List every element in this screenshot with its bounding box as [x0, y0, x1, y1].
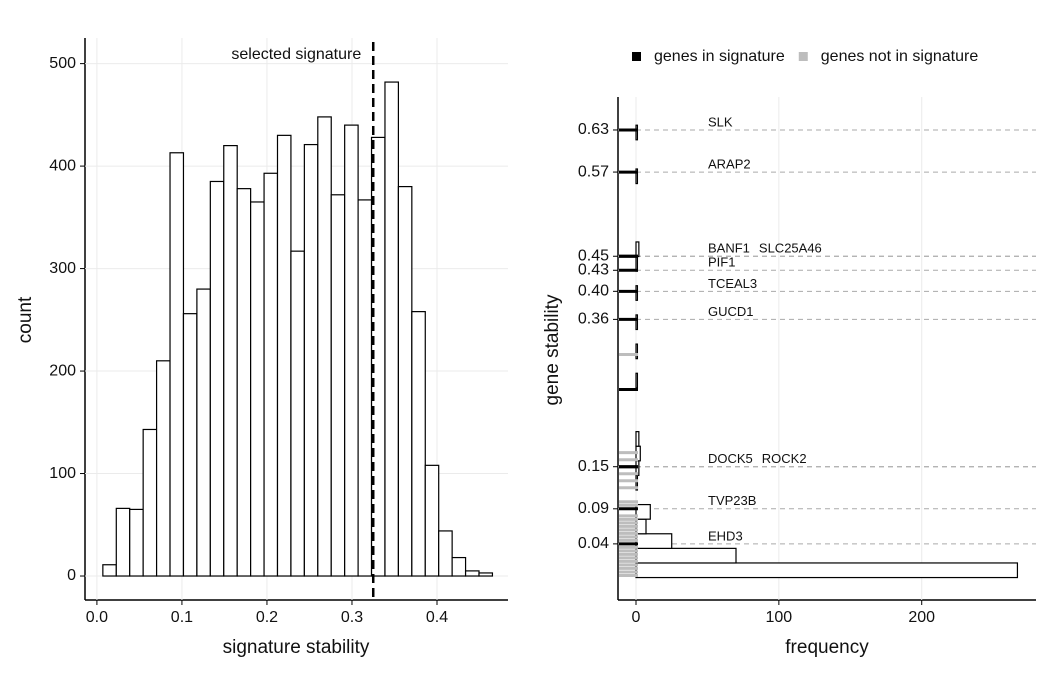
gene-label: PIF1 — [708, 255, 735, 270]
bar — [142, 428, 158, 577]
bar — [635, 343, 639, 360]
bar — [635, 124, 639, 141]
bar — [451, 556, 467, 577]
bar — [357, 199, 373, 577]
bar — [303, 143, 319, 577]
y-tick-label: 500 — [49, 55, 76, 72]
bar — [635, 547, 737, 564]
bar — [290, 250, 305, 577]
gene-label: TVP23B — [708, 493, 756, 508]
legend-label: genes not in signature — [821, 48, 979, 65]
gene-label: ARAP2 — [708, 157, 751, 172]
x-tick-label: 0.3 — [341, 609, 363, 626]
y-tick-label: 0.36 — [578, 311, 609, 328]
bar — [424, 464, 440, 577]
x-tick-label: 0.4 — [426, 609, 448, 626]
bar — [635, 285, 639, 301]
y-tick-label: 0.45 — [578, 247, 609, 264]
bar — [155, 360, 171, 577]
legend-swatch — [798, 52, 808, 61]
y-tick-label: 0.57 — [578, 163, 609, 180]
bar — [635, 431, 640, 447]
bar — [263, 172, 279, 577]
gene-label: BANF1 — [708, 241, 750, 256]
gene-label: EHD3 — [708, 528, 743, 543]
bar — [411, 311, 426, 577]
x-tick-label: 0.1 — [171, 609, 193, 626]
bar — [223, 145, 238, 577]
bar — [209, 180, 225, 577]
gene-label: GUCD1 — [708, 304, 754, 319]
x-axis-title: signature stability — [223, 637, 370, 658]
annotation: selected signature — [231, 46, 361, 63]
y-tick-label: 0.63 — [578, 121, 609, 138]
bar — [635, 533, 673, 549]
gene-label: ROCK2 — [762, 451, 807, 466]
y-tick-label: 300 — [49, 260, 76, 277]
y-tick-label: 0.04 — [578, 535, 609, 552]
x-tick-label: 100 — [766, 609, 793, 626]
y-tick-label: 0.40 — [578, 283, 609, 300]
bar — [384, 81, 400, 577]
bar — [276, 134, 292, 577]
bar — [635, 503, 651, 520]
bar — [635, 314, 639, 331]
gene-label: SLK — [708, 114, 733, 129]
bar — [635, 372, 639, 389]
bar — [478, 572, 494, 577]
y-axis-title: count — [15, 296, 36, 343]
bar — [635, 562, 1019, 579]
x-axis-title: frequency — [785, 637, 869, 658]
bar — [182, 313, 198, 577]
bar — [102, 564, 117, 577]
y-axis-title: gene stability — [542, 294, 563, 405]
y-tick-label: 100 — [49, 465, 76, 482]
y-tick-label: 0.43 — [578, 261, 609, 278]
x-tick-label: 200 — [908, 609, 935, 626]
y-tick-label: 0.15 — [578, 458, 609, 475]
y-tick-label: 0 — [67, 567, 76, 584]
y-tick-label: 0.09 — [578, 500, 609, 517]
gene-label: DOCK5 — [708, 451, 753, 466]
x-tick-label: 0.0 — [86, 609, 108, 626]
bar — [129, 508, 144, 577]
bar — [464, 570, 480, 577]
bar — [438, 530, 453, 577]
bar — [236, 188, 252, 577]
bar — [250, 201, 265, 577]
x-tick-label: 0.2 — [256, 609, 278, 626]
bar — [317, 116, 332, 577]
legend-label: genes in signature — [654, 48, 785, 65]
bar — [635, 241, 640, 258]
bar — [169, 152, 185, 577]
gene-label: SLC25A46 — [759, 241, 822, 256]
bar — [330, 194, 346, 577]
y-tick-label: 200 — [49, 362, 76, 379]
bar — [344, 124, 359, 577]
x-tick-label: 0 — [632, 609, 641, 626]
bar — [397, 185, 413, 577]
gene-label: TCEAL3 — [708, 276, 757, 291]
y-tick-label: 400 — [49, 157, 76, 174]
legend-swatch — [632, 52, 641, 61]
bar — [115, 507, 131, 577]
bar — [196, 288, 211, 577]
bar — [635, 168, 639, 185]
